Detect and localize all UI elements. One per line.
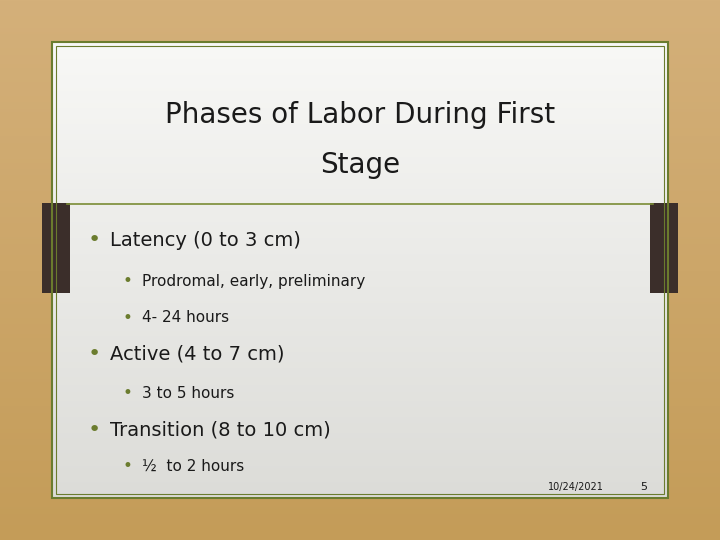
Text: ½  to 2 hours: ½ to 2 hours: [142, 458, 244, 474]
Text: 4- 24 hours: 4- 24 hours: [142, 310, 229, 326]
Bar: [52, 42, 668, 498]
Text: •: •: [87, 420, 101, 440]
Text: •: •: [87, 231, 101, 251]
Text: Prodromal, early, preliminary: Prodromal, early, preliminary: [142, 274, 365, 289]
Text: •: •: [122, 457, 132, 475]
Bar: [650, 204, 678, 293]
Bar: [56, 46, 664, 494]
Text: Transition (8 to 10 cm): Transition (8 to 10 cm): [110, 420, 330, 439]
Bar: [42, 204, 70, 293]
Text: •: •: [122, 272, 132, 291]
Text: 3 to 5 hours: 3 to 5 hours: [142, 386, 235, 401]
Text: 10/24/2021: 10/24/2021: [548, 482, 604, 491]
Text: •: •: [122, 309, 132, 327]
Text: Phases of Labor During First: Phases of Labor During First: [165, 101, 555, 129]
Text: •: •: [122, 384, 132, 402]
Text: 5: 5: [640, 482, 647, 491]
Text: •: •: [87, 345, 101, 364]
Text: Active (4 to 7 cm): Active (4 to 7 cm): [110, 345, 284, 364]
Text: Latency (0 to 3 cm): Latency (0 to 3 cm): [110, 231, 301, 250]
Text: Stage: Stage: [320, 151, 400, 179]
